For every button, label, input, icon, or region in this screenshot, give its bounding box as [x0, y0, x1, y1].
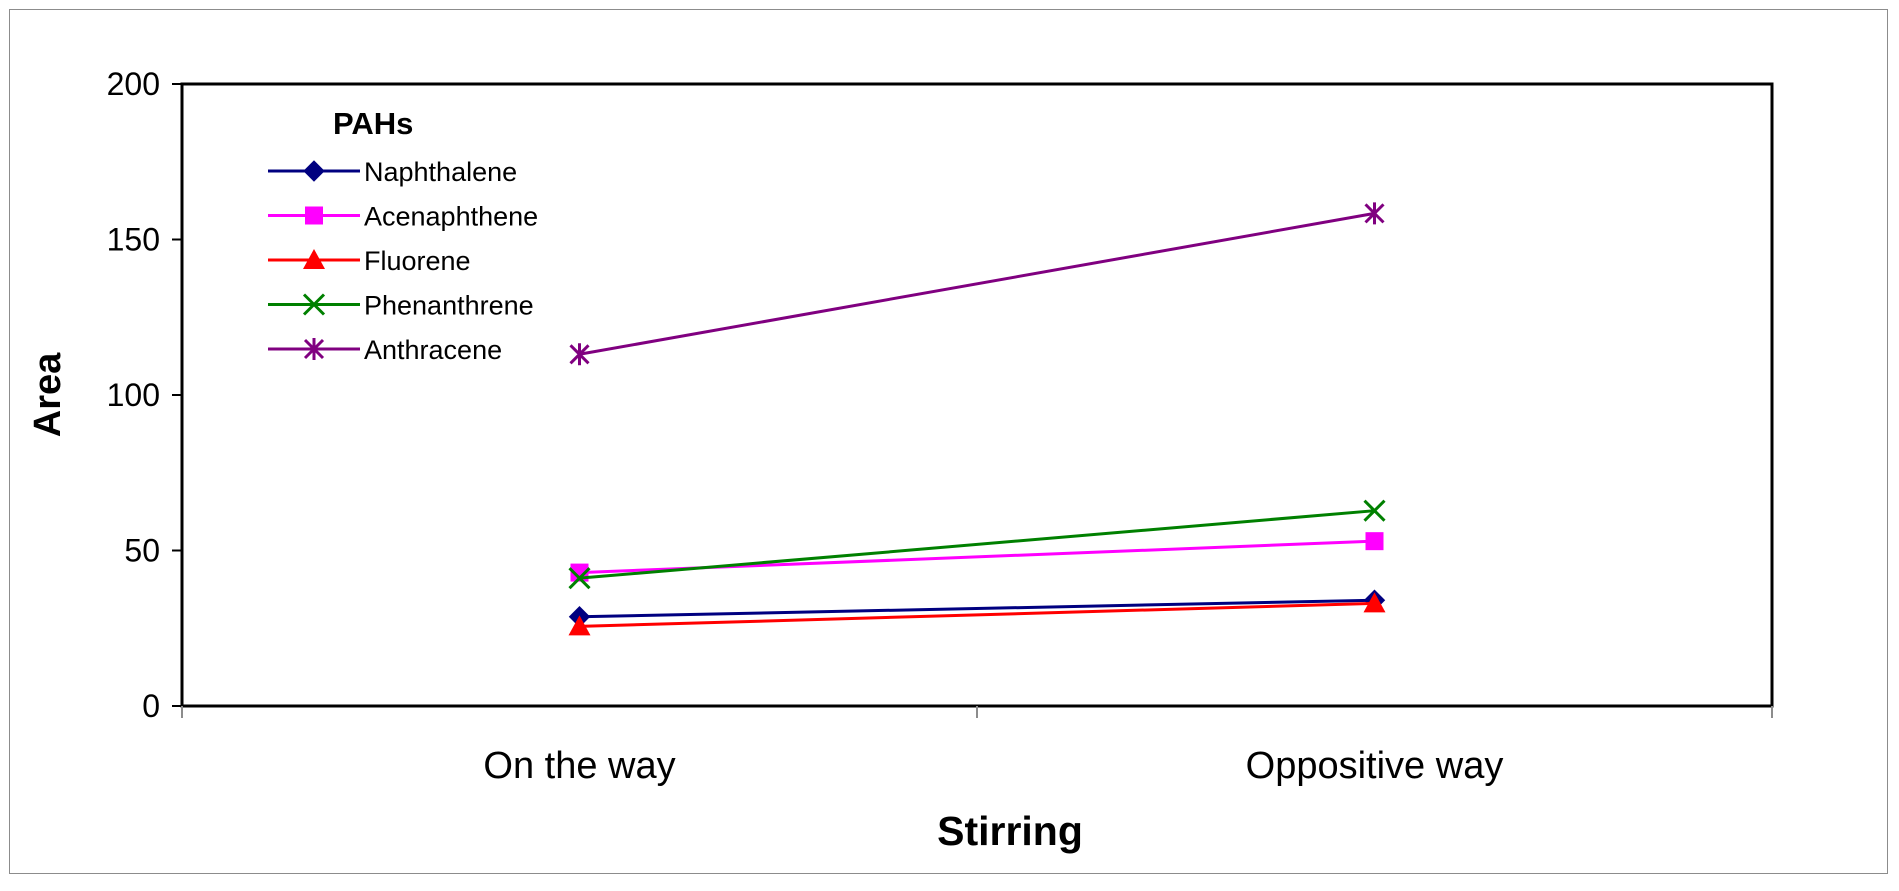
legend-entry: Fluorene — [268, 246, 471, 276]
legend-label: Phenanthrene — [364, 291, 534, 321]
x-axis-title: Stirring — [937, 808, 1083, 854]
legend-marker — [303, 338, 325, 360]
series-line — [579, 211, 1375, 356]
series-line — [579, 509, 1375, 580]
legend-marker — [303, 249, 325, 269]
series-line — [579, 601, 1375, 628]
legend-entry: Naphthalene — [268, 157, 517, 187]
y-tick-label: 0 — [142, 688, 160, 724]
legend-entry: Acenaphthene — [268, 202, 538, 232]
legend-label: Acenaphthene — [364, 202, 538, 232]
data-point — [568, 615, 591, 636]
y-axis-title: Area — [27, 352, 69, 437]
legend-title: PAHs — [333, 106, 413, 141]
data-point — [1363, 592, 1386, 613]
legend: PAHs Naphthalene Acenaphthene Fluorene Phen… — [268, 106, 538, 365]
x-axis: On the way Oppositive way — [181, 706, 1773, 787]
legend-marker — [303, 160, 325, 182]
y-tick-label: 50 — [124, 533, 160, 569]
legend-entry: Phenanthrene — [268, 291, 534, 321]
legend-marker — [305, 206, 323, 225]
legend-label: Naphthalene — [364, 157, 517, 187]
plot-area — [180, 82, 1774, 708]
data-point — [568, 567, 591, 590]
series-fluorene — [568, 592, 1386, 636]
data-point — [1364, 202, 1385, 225]
data-point — [569, 343, 590, 366]
y-axis: 0 50 100 150 200 — [107, 66, 182, 724]
legend-marker — [302, 293, 326, 316]
x-tick-label: Oppositive way — [1246, 745, 1504, 787]
x-tick-label: On the way — [483, 745, 675, 787]
data-point — [1363, 499, 1386, 522]
series-layer — [568, 202, 1386, 636]
y-tick-label: 100 — [107, 377, 160, 413]
legend-entry: Anthracene — [268, 335, 502, 365]
legend-label: Fluorene — [364, 246, 471, 276]
y-tick-label: 150 — [107, 222, 160, 258]
y-tick-label: 200 — [107, 66, 160, 102]
series-phenanthrene — [568, 499, 1386, 590]
legend-label: Anthracene — [364, 335, 502, 365]
series-anthracene — [569, 202, 1385, 366]
data-point — [1365, 532, 1384, 551]
series-line — [579, 598, 1375, 619]
